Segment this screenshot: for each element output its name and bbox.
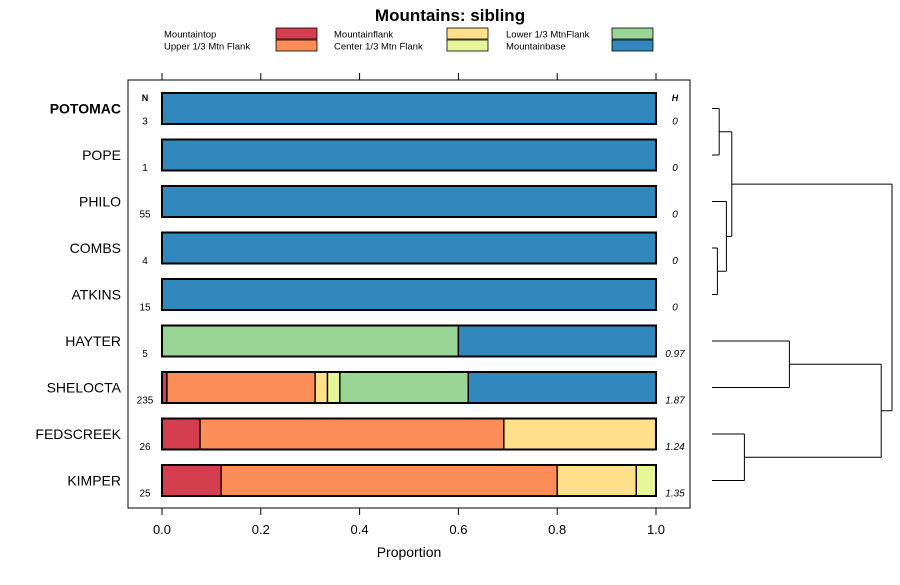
plot-frame <box>127 79 691 509</box>
bar-segment-hayter-lower-1-3-mtnflank <box>161 324 460 358</box>
n-value-potomac: 3 <box>142 117 148 128</box>
n-value-fedscreek: 26 <box>139 442 151 453</box>
n-value-atkins: 15 <box>139 303 151 314</box>
x-axis: 0.0 0.2 0.4 0.6 0.8 1.0 <box>153 73 665 537</box>
bar-segment-philo-mountainbase <box>161 185 657 218</box>
legend-swatch-mountaintop <box>275 27 318 40</box>
bar-segment-kimper-mountaintop <box>161 464 222 497</box>
bar-segment-pope-mountainbase <box>161 138 657 172</box>
bar-outline-shelocta <box>161 371 657 404</box>
legend-swatch-upper-1-3-mtn-flank <box>275 39 318 52</box>
bar-outline-potomac <box>161 92 657 125</box>
h-value-atkins: 0 <box>672 303 678 314</box>
n-value-shelocta: 235 <box>137 396 154 407</box>
bar-segment-atkins-mountainbase <box>161 278 657 311</box>
legend-label-center-1-3-mtn-flank: Center 1/3 Mtn Flank <box>334 42 423 53</box>
chart-title: Mountains: sibling <box>375 6 525 25</box>
h-value-combs: 0 <box>672 256 678 267</box>
h-value-hayter: 0.97 <box>665 349 685 360</box>
bar-outline-fedscreek <box>161 417 657 451</box>
bar-segment-potomac-mountainbase <box>161 92 657 125</box>
bar-outline-hayter <box>161 324 657 358</box>
bar-segment-shelocta-center-1-3-mtn-flank <box>326 371 341 404</box>
h-value-pope: 0 <box>672 163 678 174</box>
bar-outline-atkins <box>161 278 657 311</box>
x-tick-label-5: 1.0 <box>647 522 665 537</box>
h-value-kimper: 1.35 <box>665 489 685 500</box>
x-axis-label: Proportion <box>377 544 442 560</box>
category-label-hayter: HAYTER <box>65 333 121 349</box>
x-tick-label-1: 0.2 <box>252 522 270 537</box>
h-value-philo: 0 <box>672 210 678 221</box>
legend-label-upper-1-3-mtn-flank: Upper 1/3 Mtn Flank <box>164 42 250 53</box>
n-value-hayter: 5 <box>142 349 148 360</box>
h-value-potomac: 0 <box>672 117 678 128</box>
n-value-combs: 4 <box>142 256 148 267</box>
bar-segment-fedscreek-upper-1-3-mtn-flank <box>199 417 505 451</box>
legend-label-lower-1-3-mtnflank: Lower 1/3 MtnFlank <box>506 30 590 41</box>
legend-swatch-mountainbase <box>611 39 654 52</box>
category-label-atkins: ATKINS <box>71 287 121 303</box>
legend-label-mountainbase: Mountainbase <box>506 42 566 53</box>
bar-segment-hayter-mountainbase <box>457 324 657 358</box>
category-label-combs: COMBS <box>70 240 121 256</box>
bar-outline-kimper <box>161 464 657 497</box>
bar-segment-shelocta-upper-1-3-mtn-flank <box>166 371 316 404</box>
legend-label-mountaintop: Mountaintop <box>164 30 216 41</box>
x-tick-label-4: 0.8 <box>548 522 566 537</box>
n-value-pope: 1 <box>142 163 148 174</box>
h-header: H <box>672 93 679 103</box>
n-header: N <box>142 93 149 103</box>
n-value-philo: 55 <box>139 210 151 221</box>
h-value-shelocta: 1.87 <box>665 396 685 407</box>
x-tick-label-0: 0.0 <box>153 522 171 537</box>
bar-segment-shelocta-lower-1-3-mtnflank <box>339 371 469 404</box>
bar-segment-fedscreek-mountaintop <box>161 417 201 451</box>
category-label-kimper: KIMPER <box>67 473 121 489</box>
bar-segment-kimper-mountainflank <box>556 464 637 497</box>
x-tick-label-2: 0.4 <box>351 522 369 537</box>
category-label-fedscreek: FEDSCREEK <box>35 426 121 442</box>
category-label-philo: PHILO <box>79 194 121 210</box>
legend-swatch-mountainflank <box>446 27 489 40</box>
bars-group: POTOMAC 3 0 POPE 1 0 PHILO 55 0 COMBS 4 0 ATKINS 15 0 H… <box>35 92 685 500</box>
bar-outline-combs <box>161 231 657 265</box>
n-value-kimper: 25 <box>139 489 151 500</box>
bar-segment-kimper-upper-1-3-mtn-flank <box>220 464 558 497</box>
legend-swatch-center-1-3-mtn-flank <box>446 39 489 52</box>
legend-label-mountainflank: Mountainflank <box>334 30 393 41</box>
category-label-shelocta: SHELOCTA <box>47 380 122 396</box>
dendrogram <box>712 108 893 481</box>
bar-segment-shelocta-mountainflank <box>314 371 329 404</box>
bar-segment-combs-mountainbase <box>161 231 657 265</box>
h-value-fedscreek: 1.24 <box>665 442 685 453</box>
category-label-potomac: POTOMAC <box>50 101 121 117</box>
legend-swatch-lower-1-3-mtnflank <box>611 27 654 40</box>
bar-segment-shelocta-mountainbase <box>467 371 657 404</box>
bar-outline-philo <box>161 185 657 218</box>
bar-segment-kimper-center-1-3-mtn-flank <box>635 464 657 497</box>
bar-outline-pope <box>161 138 657 172</box>
category-label-pope: POPE <box>82 147 121 163</box>
x-tick-label-3: 0.6 <box>449 522 467 537</box>
bar-segment-fedscreek-mountainflank <box>503 417 657 451</box>
